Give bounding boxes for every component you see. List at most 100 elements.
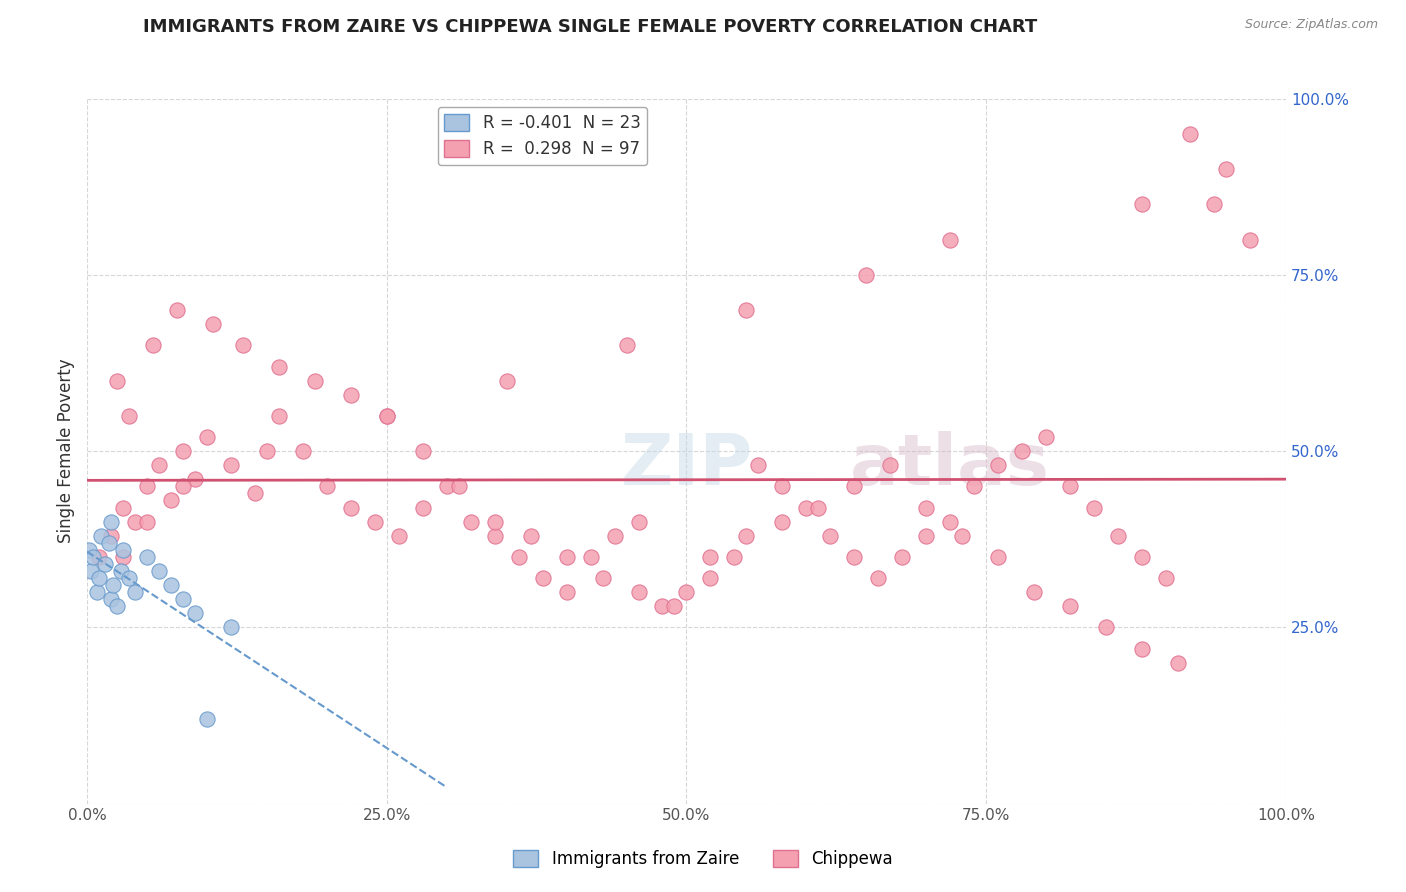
Point [172,444,194,458]
Point [110,564,132,578]
Point [1095,620,1118,634]
Point [1154,571,1177,585]
Point [603,529,626,543]
Point [495,374,517,388]
Point [735,303,758,318]
Point [105,374,128,388]
Point [796,500,818,515]
Point [699,549,721,564]
Point [987,458,1010,473]
Point [124,585,146,599]
Text: ZIP: ZIP [620,431,752,500]
Point [735,529,758,543]
Point [388,529,411,543]
Point [723,549,745,564]
Point [160,493,183,508]
Point [770,479,793,493]
Point [747,458,769,473]
Point [460,515,482,529]
Point [87,549,110,564]
Point [1202,197,1225,211]
Point [651,599,673,614]
Point [339,387,361,401]
Point [136,479,159,493]
Point [304,374,326,388]
Point [79,564,101,578]
Point [243,486,266,500]
Point [915,529,938,543]
Point [172,479,194,493]
Point [436,479,458,493]
Point [412,444,434,458]
Point [1178,127,1201,141]
Point [136,549,159,564]
Point [103,578,125,592]
Point [1059,479,1081,493]
Point [531,571,554,585]
Point [1130,197,1153,211]
Point [555,549,578,564]
Point [627,585,650,599]
Point [987,549,1010,564]
Point [950,529,973,543]
Point [148,458,170,473]
Point [508,549,530,564]
Point [963,479,986,493]
Point [86,585,108,599]
Point [79,542,101,557]
Point [195,430,218,444]
Point [412,500,434,515]
Point [484,515,506,529]
Point [166,303,188,318]
Point [939,515,962,529]
Point [219,458,242,473]
Point [111,549,134,564]
Point [100,529,122,543]
Point [579,549,602,564]
Point [105,599,128,614]
Point [807,500,830,515]
Legend: R = -0.401  N = 23, R =  0.298  N = 97: R = -0.401 N = 23, R = 0.298 N = 97 [437,107,647,165]
Point [770,515,793,529]
Point [87,571,110,585]
Point [1215,162,1237,177]
Point [447,479,470,493]
Point [1239,233,1261,247]
Point [1035,430,1057,444]
Point [195,712,218,726]
Legend: Immigrants from Zaire, Chippewa: Immigrants from Zaire, Chippewa [506,843,900,875]
Y-axis label: Single Female Poverty: Single Female Poverty [58,359,75,543]
Point [136,515,159,529]
Point [1130,641,1153,656]
Point [100,515,122,529]
Point [291,444,314,458]
Point [111,542,134,557]
Point [868,571,890,585]
Point [184,472,207,486]
Point [172,592,194,607]
Text: IMMIGRANTS FROM ZAIRE VS CHIPPEWA SINGLE FEMALE POVERTY CORRELATION CHART: IMMIGRANTS FROM ZAIRE VS CHIPPEWA SINGLE… [143,18,1038,36]
Point [616,338,638,352]
Point [820,529,842,543]
Point [118,409,141,423]
Point [160,578,183,592]
Point [844,479,866,493]
Text: atlas: atlas [851,431,1050,500]
Point [1167,656,1189,670]
Point [267,409,290,423]
Point [142,338,165,352]
Point [94,557,117,571]
Point [375,409,398,423]
Point [699,571,721,585]
Point [1024,585,1046,599]
Point [519,529,541,543]
Point [375,409,398,423]
Point [97,535,120,549]
Point [82,549,104,564]
Point [664,599,686,614]
Point [484,529,506,543]
Point [891,549,914,564]
Point [148,564,170,578]
Point [939,233,962,247]
Point [315,479,337,493]
